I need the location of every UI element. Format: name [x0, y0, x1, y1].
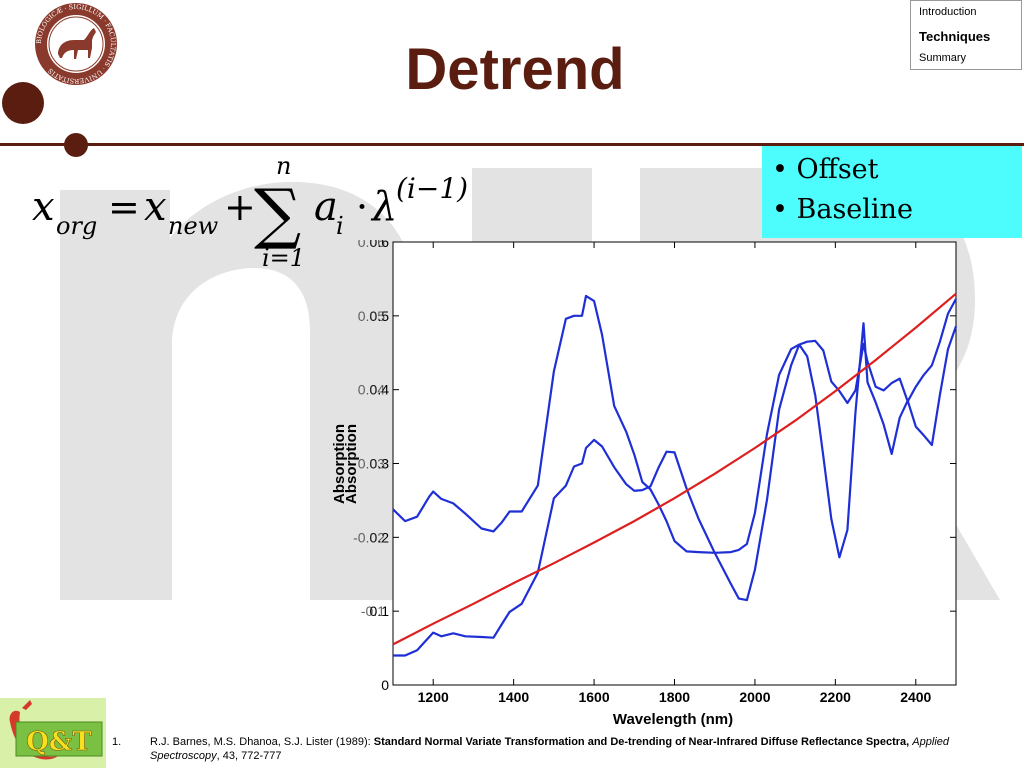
- nav-item-introduction[interactable]: Introduction: [919, 6, 977, 18]
- reference-details: , 43, 772-777: [216, 750, 282, 762]
- y-axis-label: Absorption: [331, 424, 348, 504]
- x-tick-label: 1600: [578, 689, 609, 705]
- y-tick-label: 0.2: [370, 529, 390, 545]
- formula-sum-lower: i=1: [262, 244, 305, 270]
- trend-line: [392, 292, 957, 646]
- formula-sum-upper: n: [276, 152, 291, 180]
- formula-plus: +: [224, 185, 256, 229]
- y-tick-label-overlay: 0.05: [358, 308, 385, 324]
- detrend-formula: x org = x new + ∑ n i=1 a i · λ (i−1): [32, 152, 468, 270]
- formula-coef-sub: i: [336, 212, 344, 240]
- reference-title: Standard Normal Variate Transformation a…: [373, 736, 910, 748]
- nav-item-techniques[interactable]: Techniques: [919, 29, 991, 44]
- y-axis-label-overlay: Absorption: [343, 424, 360, 504]
- formula-exponent: (i−1): [396, 172, 468, 205]
- header-rule: [0, 143, 1024, 146]
- qt-logo: Q&T: [0, 698, 106, 768]
- formula-lhs-sub: org: [56, 212, 97, 240]
- reference-authors: R.J. Barnes, M.S. Dhanoa, S.J. Lister (1…: [150, 736, 374, 748]
- y-tick-label-overlay: -0.02: [353, 529, 385, 545]
- bullet-box: • Offset • Baseline: [762, 146, 1022, 238]
- y-tick-label: 0.6: [370, 240, 390, 250]
- university-seal-logo: BIOLOGICÆ · SIGILLUM · FACULTATIS · UNIV…: [35, 3, 117, 85]
- y-tick-label-overlay: 0.06: [358, 240, 385, 250]
- bullet-offset: • Offset: [772, 154, 879, 185]
- formula-sum-symbol: ∑: [254, 175, 301, 252]
- spectrum-line-2: [393, 298, 957, 657]
- y-tick-label: 0: [381, 677, 389, 693]
- x-axis-label: Wavelength (nm): [613, 711, 733, 728]
- y-tick-label: 0.4: [370, 382, 390, 398]
- y-tick-label: 0.3: [370, 456, 390, 472]
- decor-dot-large: [2, 82, 44, 124]
- formula-rhs-sub: new: [168, 212, 219, 240]
- x-tick-label: 2000: [739, 689, 770, 705]
- formula-dot: ·: [356, 185, 368, 229]
- y-tick-label: 0.5: [370, 308, 390, 324]
- qt-logo-text: Q&T: [26, 727, 92, 757]
- y-tick-label-overlay: 0.03: [358, 456, 385, 472]
- y-tick-label: 0.1: [370, 603, 390, 619]
- reference-journal: Applied Spectroscopy: [150, 736, 949, 762]
- y-tick-label-overlay: 0.04: [358, 382, 385, 398]
- reference-number: 1.: [112, 736, 122, 748]
- spectrum-line-1: [392, 294, 958, 559]
- x-tick-label: 2200: [820, 689, 851, 705]
- nav-item-summary[interactable]: Summary: [919, 52, 967, 64]
- formula-lhs-var: x: [32, 184, 55, 230]
- slide-title: Detrend: [405, 37, 625, 102]
- spectra-chart: 1200 1400 1600 1800 2000 2200 240000.10.20.30.…: [331, 240, 958, 728]
- y-tick-label-overlay: -0.1: [361, 603, 385, 619]
- formula-coef: a: [314, 184, 338, 230]
- formula-lambda: λ: [370, 184, 397, 230]
- plot-area: [392, 241, 957, 686]
- x-tick-label: 1400: [498, 689, 529, 705]
- bullet-baseline: • Baseline: [772, 194, 913, 225]
- x-tick-label: 1800: [659, 689, 690, 705]
- formula-rhs-var: x: [144, 184, 167, 230]
- x-tick-label: 1200: [418, 689, 449, 705]
- formula-equals: =: [108, 185, 140, 229]
- x-tick-label: 2400: [900, 689, 931, 705]
- section-nav: Introduction Techniques Summary: [910, 0, 1022, 70]
